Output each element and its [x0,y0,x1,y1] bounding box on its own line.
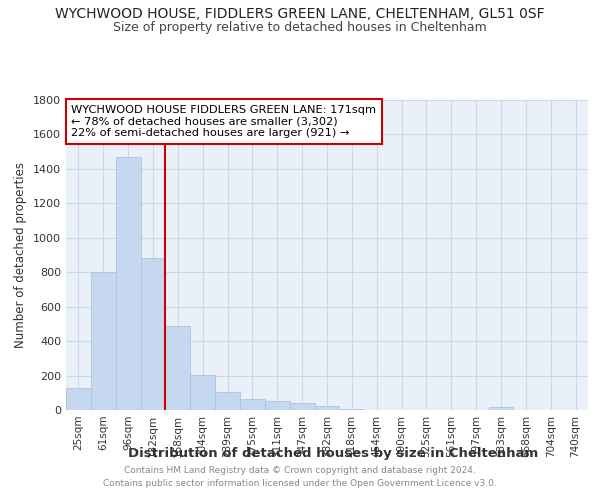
Bar [340,409,364,410]
Bar [488,408,514,410]
Bar [116,157,140,410]
Text: WYCHWOOD HOUSE FIDDLERS GREEN LANE: 171sqm
← 78% of detached houses are smaller : WYCHWOOD HOUSE FIDDLERS GREEN LANE: 171s… [71,104,376,138]
Bar [190,374,215,410]
Text: Contains HM Land Registry data © Crown copyright and database right 2024.
Contai: Contains HM Land Registry data © Crown c… [103,466,497,487]
Bar [290,403,314,410]
Text: Distribution of detached houses by size in Cheltenham: Distribution of detached houses by size … [128,448,538,460]
Bar [140,258,166,410]
Bar [265,400,290,410]
Bar [314,406,340,410]
Bar [166,326,190,410]
Y-axis label: Number of detached properties: Number of detached properties [14,162,28,348]
Bar [66,388,91,410]
Text: Size of property relative to detached houses in Cheltenham: Size of property relative to detached ho… [113,21,487,34]
Bar [91,272,116,410]
Text: WYCHWOOD HOUSE, FIDDLERS GREEN LANE, CHELTENHAM, GL51 0SF: WYCHWOOD HOUSE, FIDDLERS GREEN LANE, CHE… [55,8,545,22]
Bar [240,399,265,410]
Bar [215,392,240,410]
